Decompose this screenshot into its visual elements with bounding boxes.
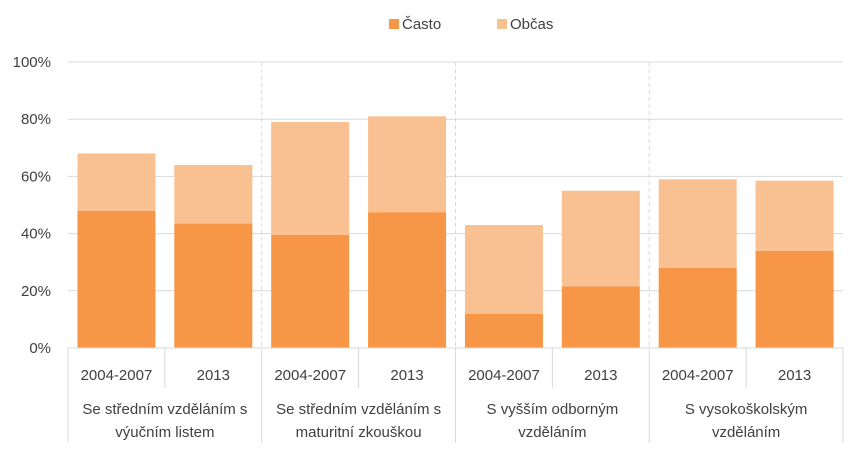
bar-segment-casto [271, 235, 350, 348]
y-tick-label: 20% [21, 283, 51, 300]
x-group-label: Se středním vzděláním s [82, 401, 247, 418]
y-tick-label: 60% [21, 168, 51, 185]
x-category-label: 2004-2007 [274, 367, 346, 384]
x-category-label: 2004-2007 [468, 367, 540, 384]
bar-segment-casto [658, 267, 737, 348]
bar-segment-obcas [755, 180, 834, 251]
legend-label-obcas: Občas [510, 16, 553, 33]
bar-segment-obcas [271, 122, 350, 236]
x-group-label: výučním listem [115, 424, 214, 441]
y-tick-label: 40% [21, 226, 51, 243]
bar-segment-casto [368, 212, 447, 348]
x-group-label: S vyšším odborným [487, 401, 619, 418]
x-group-label: maturitní zkouškou [296, 424, 422, 441]
bar-segment-obcas [561, 190, 640, 287]
x-category-label: 2013 [778, 367, 811, 384]
x-category-label: 2013 [584, 367, 617, 384]
y-tick-label: 100% [13, 54, 51, 71]
bar-segment-obcas [174, 164, 253, 224]
legend-label-casto: Často [402, 16, 441, 33]
x-category-label: 2004-2007 [81, 367, 153, 384]
bar-segment-casto [755, 250, 834, 348]
x-category-label: 2013 [197, 367, 230, 384]
x-category-label: 2004-2007 [662, 367, 734, 384]
x-group-label: S vysokoškolským [685, 401, 808, 418]
x-group-label: vzděláním [712, 424, 780, 441]
bar-segment-obcas [368, 116, 447, 213]
bar-segment-casto [174, 223, 253, 348]
bar-segment-casto [561, 286, 640, 348]
x-group-label: Se středním vzděláním s [276, 401, 441, 418]
bar-segment-obcas [464, 225, 543, 314]
x-group-label: vzděláním [518, 424, 586, 441]
x-category-label: 2013 [390, 367, 423, 384]
bar-segment-casto [464, 313, 543, 348]
y-tick-label: 80% [21, 111, 51, 128]
y-tick-label: 0% [29, 340, 51, 357]
bar-segment-obcas [77, 153, 156, 211]
bar-segment-casto [77, 210, 156, 348]
bar-segment-obcas [658, 179, 737, 268]
legend-swatch-obcas [497, 19, 507, 29]
legend-swatch-casto [389, 19, 399, 29]
